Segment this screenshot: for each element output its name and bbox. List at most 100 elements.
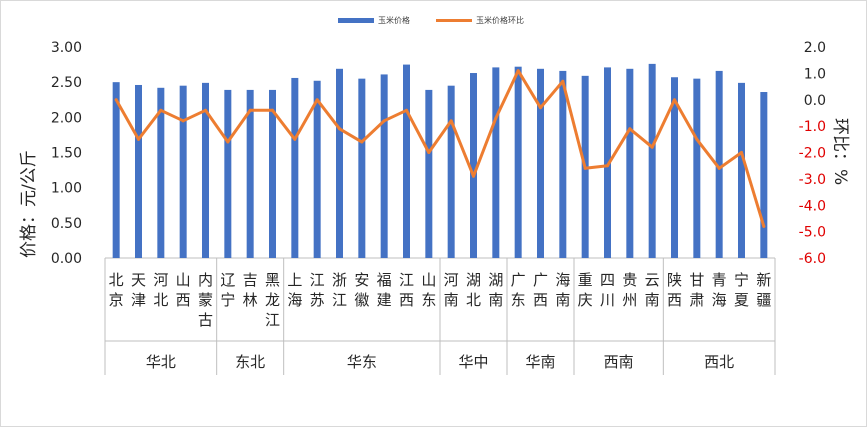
mom-point bbox=[226, 140, 230, 144]
x-category-label: 山 bbox=[421, 271, 436, 289]
mom-point bbox=[628, 127, 632, 131]
mom-point bbox=[539, 106, 542, 110]
x-category-label: 河 bbox=[444, 271, 459, 289]
x-category-label: 甘 bbox=[689, 271, 704, 289]
price-bar bbox=[246, 89, 254, 258]
mom-point bbox=[583, 166, 587, 170]
x-category-label: 安 bbox=[354, 271, 369, 289]
mom-point bbox=[472, 174, 475, 178]
x-category-label: 龙 bbox=[265, 291, 280, 309]
mom-point bbox=[360, 140, 364, 144]
mom-point bbox=[114, 98, 118, 102]
x-category-label: 新 bbox=[756, 271, 771, 289]
x-category-label: 福 bbox=[377, 271, 392, 289]
legend: 玉米价格 玉米价格环比 bbox=[0, 15, 867, 31]
x-category-label: 苏 bbox=[310, 291, 325, 309]
mom-point bbox=[762, 224, 766, 228]
y-right-tick-label: -5.0 bbox=[799, 225, 826, 241]
x-category-label: 东 bbox=[421, 291, 436, 309]
mom-point bbox=[740, 151, 743, 154]
price-bar bbox=[380, 74, 388, 259]
y-left-tick-label: 2.50 bbox=[51, 75, 82, 91]
x-category-label: 广 bbox=[511, 271, 526, 289]
x-category-label: 西 bbox=[399, 291, 414, 309]
x-category-label: 京 bbox=[109, 291, 124, 309]
x-category-label: 陕 bbox=[667, 271, 682, 289]
price-bar bbox=[738, 82, 745, 259]
price-bar bbox=[425, 89, 433, 258]
price-bar bbox=[715, 70, 723, 258]
x-category-label: 湖 bbox=[466, 271, 481, 289]
legend-label-price: 玉米价格 bbox=[378, 16, 410, 25]
legend-swatch-bar bbox=[338, 18, 374, 23]
y-right-tick-label: 0.0 bbox=[804, 93, 826, 109]
x-group-label: 西南 bbox=[604, 353, 634, 371]
x-group-label: 华北 bbox=[146, 353, 176, 371]
price-bar bbox=[224, 89, 232, 258]
x-category-label: 夏 bbox=[734, 291, 749, 309]
mom-point bbox=[405, 108, 408, 112]
x-category-label: 吉 bbox=[243, 271, 258, 289]
price-bar bbox=[648, 63, 656, 258]
price-bar bbox=[760, 92, 768, 258]
x-category-label: 北 bbox=[153, 291, 168, 309]
y-right-tick-label: 2.0 bbox=[804, 40, 826, 56]
mom-point bbox=[673, 98, 676, 102]
x-category-label: 北 bbox=[109, 271, 124, 289]
x-category-label: 州 bbox=[622, 291, 637, 309]
x-category-label: 广 bbox=[533, 271, 548, 289]
legend-item-price: 玉米价格 bbox=[338, 15, 410, 26]
mom-point bbox=[427, 151, 431, 154]
mom-point bbox=[382, 119, 386, 123]
x-category-label: 青 bbox=[712, 271, 727, 289]
x-group-label: 东北 bbox=[235, 353, 265, 371]
y-left-tick-label: 3.00 bbox=[51, 40, 82, 56]
mom-point bbox=[516, 69, 520, 73]
x-category-label: 黑 bbox=[265, 271, 280, 289]
mom-point bbox=[181, 119, 185, 123]
x-group-label: 华东 bbox=[347, 353, 377, 371]
x-category-label: 南 bbox=[444, 291, 459, 309]
price-bar bbox=[135, 84, 142, 258]
price-bar bbox=[291, 77, 299, 259]
y-left-tick-label: 1.50 bbox=[51, 146, 82, 162]
x-category-label: 古 bbox=[198, 311, 213, 329]
price-bar bbox=[537, 68, 544, 258]
legend-item-mom: 玉米价格环比 bbox=[436, 15, 524, 26]
price-bar bbox=[693, 78, 701, 259]
x-category-label: 肃 bbox=[689, 291, 704, 309]
x-category-label: 辽 bbox=[220, 271, 235, 289]
mom-point bbox=[204, 108, 207, 112]
y-left-tick-label: 0.00 bbox=[51, 251, 82, 267]
price-bar bbox=[559, 70, 567, 258]
y-left-tick-label: 1.00 bbox=[51, 181, 82, 197]
x-category-label: 西 bbox=[533, 291, 548, 309]
x-category-label: 林 bbox=[243, 291, 258, 309]
price-bar bbox=[671, 77, 678, 258]
mom-point bbox=[338, 127, 341, 131]
x-category-label: 蒙 bbox=[198, 291, 213, 309]
x-category-label: 云 bbox=[645, 271, 660, 289]
mom-point bbox=[248, 108, 252, 112]
x-category-label: 北 bbox=[466, 291, 481, 309]
mom-point bbox=[695, 137, 699, 141]
x-category-label: 浙 bbox=[332, 271, 347, 289]
x-category-label: 建 bbox=[377, 291, 392, 309]
x-category-label: 东 bbox=[511, 291, 526, 309]
x-category-label: 贵 bbox=[622, 271, 637, 289]
legend-swatch-line bbox=[436, 19, 472, 22]
y-left-tick-label: 0.50 bbox=[51, 216, 82, 232]
mom-point bbox=[137, 137, 140, 141]
mom-point bbox=[561, 79, 565, 83]
x-category-label: 内 bbox=[198, 271, 213, 289]
price-bar bbox=[447, 85, 455, 258]
y-right-tick-label: -6.0 bbox=[799, 251, 826, 267]
x-category-label: 江 bbox=[399, 271, 414, 289]
price-bar bbox=[514, 66, 522, 259]
x-category-label: 川 bbox=[600, 291, 615, 309]
y-right-tick-label: -1.0 bbox=[799, 119, 826, 135]
mom-point bbox=[449, 119, 453, 123]
x-category-label: 四 bbox=[600, 271, 615, 289]
price-bar bbox=[157, 87, 165, 258]
x-category-label: 河 bbox=[153, 271, 168, 289]
